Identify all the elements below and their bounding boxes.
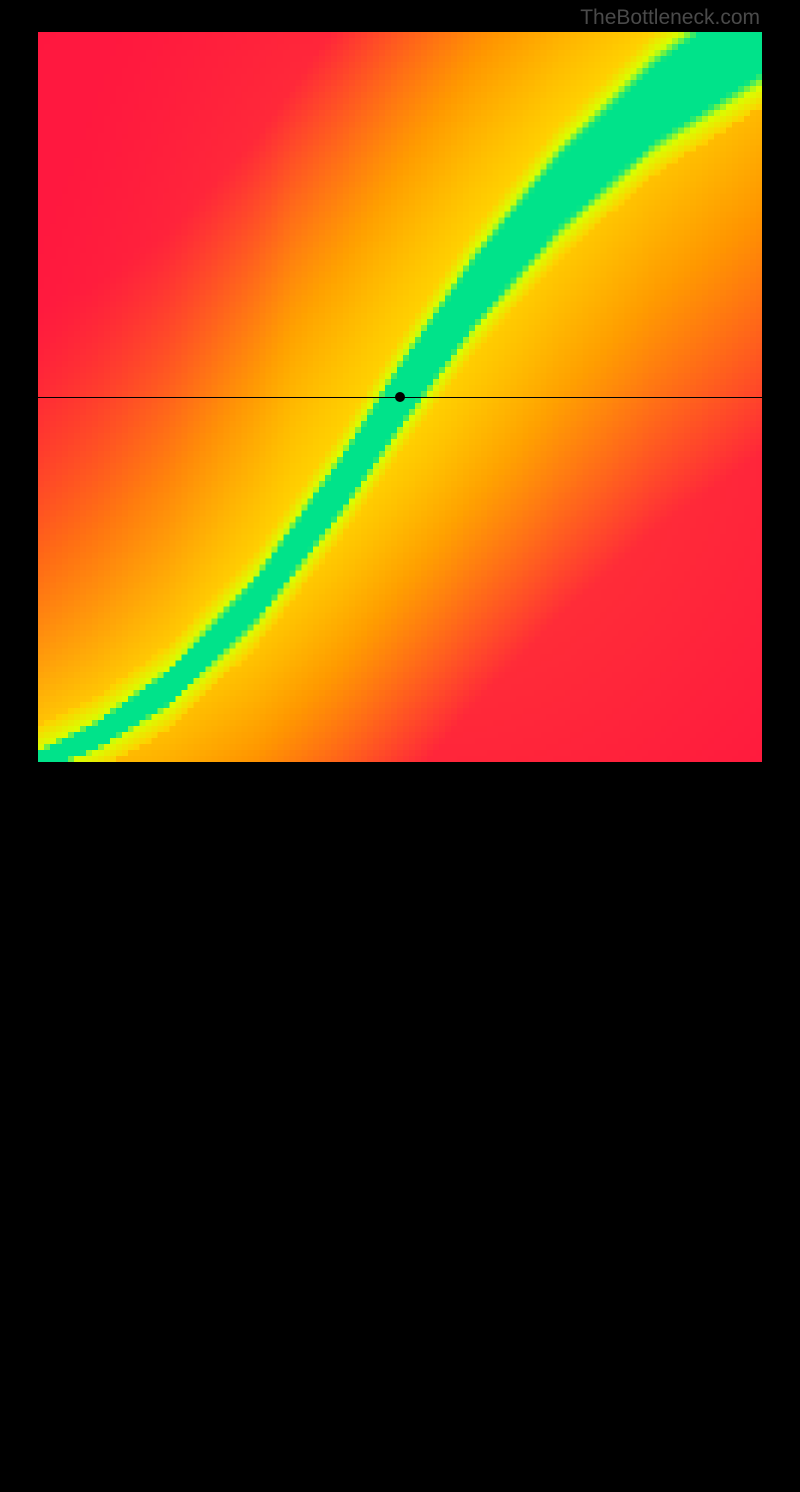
watermark-text: TheBottleneck.com — [580, 6, 760, 30]
heatmap-plot-area — [38, 32, 762, 762]
crosshair-marker — [395, 392, 405, 402]
crosshair-vertical — [400, 762, 401, 1492]
